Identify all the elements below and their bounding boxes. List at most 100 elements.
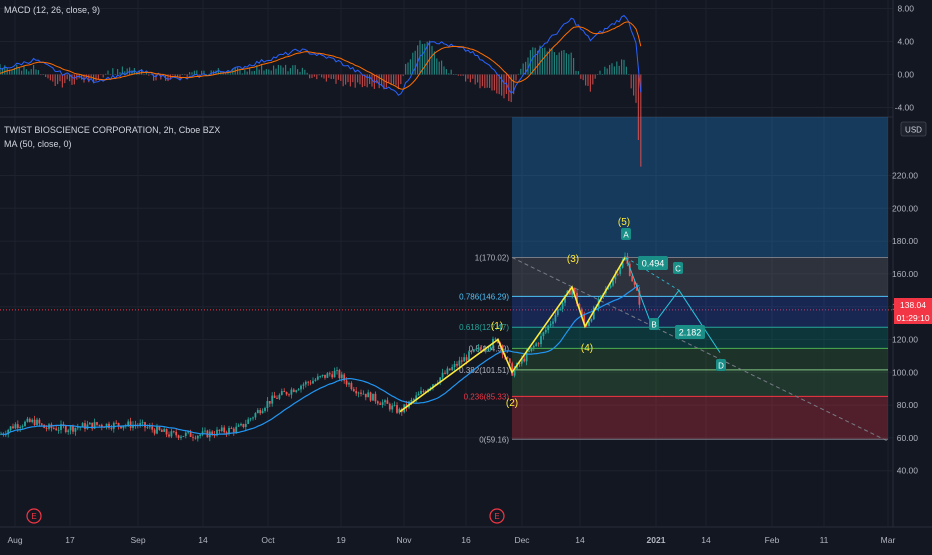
candle-body bbox=[386, 400, 389, 404]
macd-histogram-bar bbox=[424, 43, 426, 75]
candle-body bbox=[441, 372, 444, 378]
candle-body bbox=[297, 389, 300, 391]
macd-histogram-bar bbox=[198, 74, 200, 77]
macd-histogram-bar bbox=[145, 71, 147, 75]
earnings-marker[interactable] bbox=[26, 508, 42, 524]
candle-body bbox=[362, 393, 365, 395]
candle-body bbox=[201, 431, 204, 435]
candle-body bbox=[633, 281, 636, 285]
time-axis-tick: Aug bbox=[7, 535, 22, 545]
macd-histogram-bar bbox=[633, 74, 635, 96]
macd-histogram-bar bbox=[186, 74, 188, 78]
macd-histogram-bar bbox=[177, 74, 179, 78]
fib-zone bbox=[512, 369, 888, 397]
macd-histogram-bar bbox=[100, 74, 102, 76]
macd-pane[interactable] bbox=[0, 14, 642, 167]
price-axis-tick: 180.00 bbox=[892, 236, 918, 246]
wave-label: (4) bbox=[581, 343, 593, 354]
macd-histogram-bar bbox=[9, 69, 11, 75]
macd-histogram-bar bbox=[172, 74, 174, 76]
fib-retracement[interactable]: 1(170.02) 0.786(146.29) 0.618(127.47) 0.5(1… bbox=[459, 117, 889, 444]
macd-histogram-bar bbox=[599, 70, 601, 75]
candle-body bbox=[439, 377, 442, 383]
correction-point-badge[interactable] bbox=[673, 262, 683, 274]
macd-histogram-bar bbox=[453, 74, 455, 75]
macd-histogram-bar bbox=[395, 74, 397, 86]
macd-histogram-bar bbox=[28, 71, 30, 75]
correction-point-badge[interactable] bbox=[716, 359, 726, 371]
macd-histogram-bar bbox=[30, 69, 32, 75]
candle-body bbox=[468, 351, 470, 361]
candle-body bbox=[189, 431, 192, 437]
candle-body bbox=[410, 400, 413, 402]
correction-point-badge[interactable] bbox=[621, 228, 631, 240]
candle-body bbox=[316, 376, 319, 380]
candle-body bbox=[571, 287, 574, 295]
candle-body bbox=[621, 260, 624, 268]
ma-legend[interactable]: MA (50, close, 0) bbox=[4, 139, 76, 149]
candle-body bbox=[523, 358, 526, 362]
ratio-badge[interactable] bbox=[675, 325, 705, 339]
macd-histogram-bar bbox=[412, 52, 414, 75]
candle-body bbox=[93, 422, 96, 429]
ratio-badge[interactable] bbox=[638, 256, 668, 270]
macd-histogram-bar bbox=[37, 70, 39, 75]
candle-body bbox=[276, 397, 278, 399]
candle-body bbox=[216, 429, 218, 436]
correction-point-badge[interactable] bbox=[649, 318, 659, 330]
candle-body bbox=[324, 374, 326, 378]
macd-histogram-bar bbox=[520, 68, 522, 75]
candle-body bbox=[530, 347, 533, 351]
macd-histogram-bar bbox=[508, 74, 510, 102]
candle-body bbox=[328, 373, 331, 375]
candle-body bbox=[86, 424, 89, 429]
macd-histogram-bar bbox=[546, 51, 548, 75]
candle-body bbox=[417, 393, 420, 396]
elliott-wave-drawing[interactable]: (1) (2) (3) (4) (5) A B C D 0.494 2.182 bbox=[399, 217, 726, 413]
candle-body bbox=[182, 436, 185, 437]
macd-histogram-bar bbox=[340, 74, 342, 81]
correction-wave-line bbox=[625, 257, 721, 353]
macd-histogram-bar bbox=[253, 70, 255, 75]
candle-body bbox=[288, 394, 290, 396]
macd-histogram-bar bbox=[11, 69, 13, 75]
macd-histogram-bar bbox=[414, 50, 416, 75]
candle-body bbox=[460, 360, 463, 362]
macd-histogram-bar bbox=[376, 74, 378, 84]
time-axis-tick: 11 bbox=[820, 535, 829, 545]
macd-histogram-bar bbox=[141, 69, 143, 75]
earnings-marker[interactable] bbox=[489, 508, 505, 524]
candle-body bbox=[364, 393, 367, 398]
macd-histogram-bar bbox=[539, 45, 541, 75]
candle-body bbox=[259, 410, 262, 414]
macd-histogram-bar bbox=[88, 74, 90, 83]
candle-body bbox=[127, 421, 130, 426]
macd-histogram-bar bbox=[481, 74, 483, 87]
candle-body bbox=[244, 423, 247, 427]
candle-body bbox=[465, 357, 468, 361]
macd-histogram-bar bbox=[270, 70, 272, 75]
currency-button[interactable] bbox=[900, 121, 927, 137]
candle-body bbox=[434, 383, 437, 385]
candle-body bbox=[64, 426, 67, 432]
macd-histogram-bar bbox=[491, 74, 493, 91]
macd-histogram-bar bbox=[515, 74, 517, 81]
candle-body bbox=[110, 427, 113, 429]
macd-histogram-bar bbox=[59, 74, 61, 82]
macd-histogram-bar bbox=[606, 68, 608, 75]
candle-body bbox=[535, 343, 538, 347]
macd-legend[interactable]: MACD (12, 26, close, 9) bbox=[4, 5, 104, 15]
candle-body bbox=[280, 391, 283, 395]
symbol-legend[interactable]: TWIST BIOSCIENCE CORPORATION, 2h, Cboe B… bbox=[4, 125, 224, 135]
macd-histogram-bar bbox=[345, 74, 347, 85]
candle-body bbox=[520, 358, 523, 364]
macd-histogram-bar bbox=[133, 68, 135, 75]
ma-line bbox=[0, 285, 640, 436]
candle-body bbox=[456, 363, 458, 366]
candle-body bbox=[242, 423, 245, 427]
macd-histogram-bar bbox=[549, 48, 551, 75]
candle-body bbox=[458, 360, 461, 366]
